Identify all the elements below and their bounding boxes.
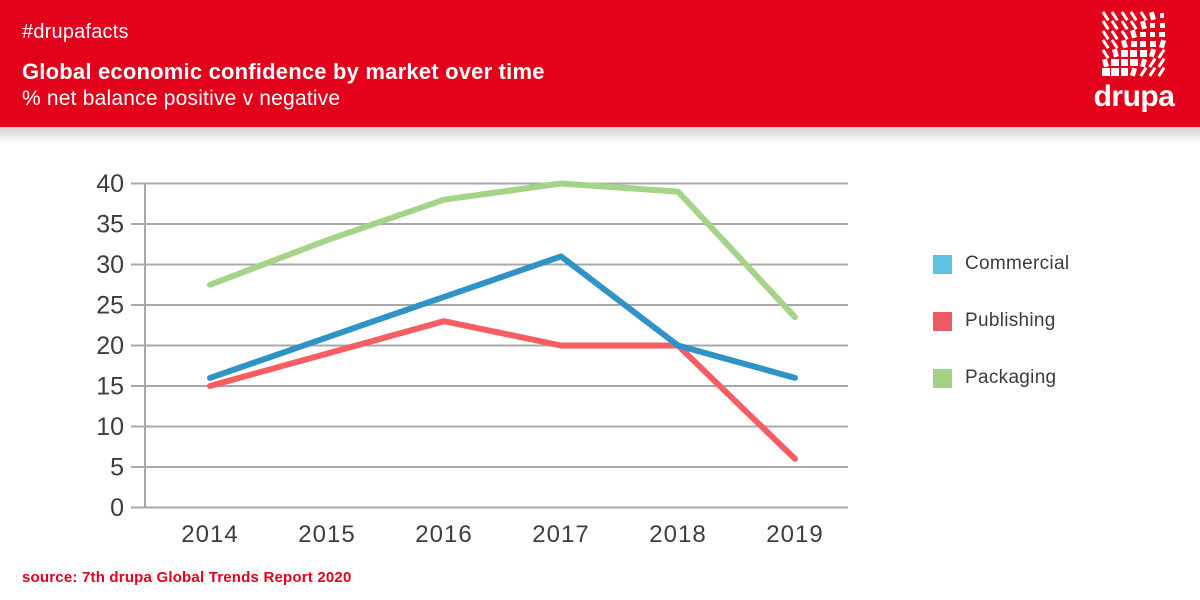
logo-mark: [1129, 39, 1138, 48]
logo-mark: [1148, 30, 1157, 39]
logo-mark: [1139, 49, 1148, 58]
legend-item-commercial: Commercial: [933, 253, 1069, 275]
logo-mark: [1139, 67, 1148, 77]
logo-mark: [1120, 39, 1129, 49]
page-title: Global economic confidence by market ove…: [22, 59, 545, 84]
series-line-commercial: [207, 253, 798, 381]
logo-mark: [1120, 67, 1129, 77]
legend-item-publishing: Publishing: [933, 310, 1056, 332]
publishing-swatch-icon: [933, 311, 952, 331]
logo-mark: [1110, 38, 1120, 49]
drupa-logo: drupa: [1084, 9, 1184, 121]
y-tick-label: 35: [96, 211, 124, 239]
logo-mark: [1120, 20, 1129, 31]
logo-mark: [1120, 49, 1129, 58]
logo-mark: [1139, 39, 1148, 48]
x-tick-label: 2017: [532, 521, 589, 548]
logo-mark: [1101, 67, 1110, 77]
logo-mark: [1139, 30, 1148, 39]
y-tick-label: 20: [96, 332, 124, 360]
page-subtitle: % net balance positive v negative: [22, 87, 341, 110]
drupa-wordmark: drupa: [1093, 80, 1175, 113]
logo-mark: [1129, 10, 1138, 21]
header: #drupafacts Global economic confidence b…: [0, 0, 1200, 127]
packaging-swatch-icon: [933, 368, 952, 388]
logo-mark: [1139, 10, 1148, 21]
x-tick-label: 2016: [415, 521, 472, 548]
x-tick-label: 2019: [766, 521, 823, 548]
series-line-packaging: [207, 180, 798, 321]
logo-mark: [1148, 48, 1157, 58]
logo-mark: [1101, 38, 1110, 49]
logo-mark: [1120, 58, 1129, 67]
logo-mark: [1139, 58, 1148, 68]
logo-mark: [1148, 10, 1157, 21]
logo-mark: [1148, 57, 1157, 68]
y-tick-label: 30: [96, 251, 124, 279]
logo-mark: [1157, 39, 1166, 49]
logo-mark: [1129, 67, 1138, 77]
logo-mark: [1120, 29, 1129, 40]
logo-mark: [1129, 29, 1138, 40]
legend-label: Publishing: [965, 310, 1056, 331]
logo-mark: [1157, 20, 1166, 29]
x-tick-label: 2014: [181, 521, 238, 548]
logo-mark: [1110, 48, 1119, 59]
legend-label: Packaging: [965, 367, 1057, 388]
x-tick-label: 2015: [298, 521, 355, 548]
logo-mark: [1101, 10, 1110, 21]
logo-mark: [1101, 29, 1110, 40]
y-tick-label: 0: [110, 494, 124, 522]
header-shadow: [0, 127, 1200, 144]
logo-mark: [1110, 10, 1120, 21]
logo-mark: [1148, 67, 1157, 77]
logo-mark: [1129, 58, 1138, 67]
y-tick-label: 5: [110, 454, 124, 482]
logo-mark: [1129, 49, 1138, 58]
logo-mark: [1139, 20, 1148, 30]
logo-mark: [1110, 58, 1119, 67]
logo-mark: [1157, 30, 1166, 39]
logo-mark: [1157, 48, 1167, 59]
drupa-logo-mark-grid-icon: [1101, 10, 1167, 77]
logo-mark: [1101, 48, 1110, 59]
y-tick-label: 10: [96, 413, 124, 441]
logo-mark: [1157, 67, 1167, 77]
legend-label: Commercial: [965, 253, 1070, 274]
logo-mark: [1110, 29, 1120, 40]
logo-mark: [1101, 20, 1110, 31]
y-tick-label: 15: [96, 373, 124, 401]
y-tick-label: 40: [96, 170, 124, 198]
logo-mark: [1101, 57, 1110, 68]
series-line-publishing: [207, 318, 798, 462]
commercial-swatch-icon: [933, 254, 952, 274]
source-note: source: 7th drupa Global Trends Report 2…: [22, 569, 352, 586]
legend-item-packaging: Packaging: [933, 367, 1056, 389]
logo-mark: [1110, 20, 1120, 31]
logo-mark: [1129, 20, 1138, 31]
logo-mark: [1110, 67, 1120, 77]
y-tick-label: 25: [96, 292, 124, 320]
logo-mark: [1148, 20, 1157, 29]
hashtag: #drupafacts: [22, 21, 129, 43]
logo-mark: [1148, 39, 1157, 48]
logo-mark: [1157, 11, 1166, 20]
logo-mark: [1120, 10, 1129, 21]
x-tick-label: 2018: [649, 521, 706, 548]
